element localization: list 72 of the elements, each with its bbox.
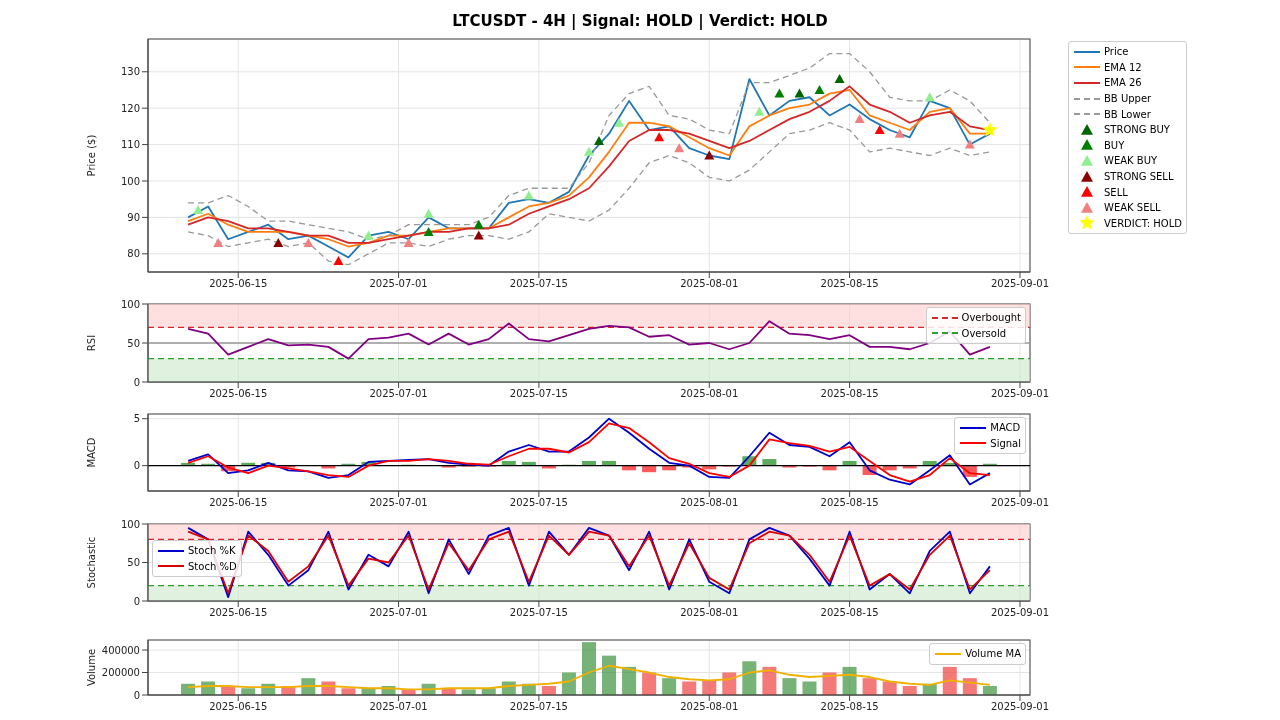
legend-label: Stoch %K bbox=[188, 545, 236, 557]
y-tick-label: 100 bbox=[120, 298, 140, 310]
legend-label: Overbought bbox=[961, 312, 1021, 324]
x-tick-label: 2025-09-01 bbox=[990, 388, 1050, 400]
y-axis-title: MACD bbox=[85, 437, 97, 468]
y-tick-label: 100 bbox=[120, 175, 140, 187]
y-tick-label: 120 bbox=[120, 102, 140, 114]
x-tick-label: 2025-07-01 bbox=[369, 497, 428, 509]
x-tick-label: 2025-06-15 bbox=[209, 607, 268, 619]
x-tick-label: 2025-06-15 bbox=[209, 388, 268, 400]
y-tick-label: 90 bbox=[127, 211, 140, 223]
legend-label: WEAK BUY bbox=[1104, 155, 1158, 167]
legend-label: EMA 26 bbox=[1104, 77, 1142, 89]
x-tick-label: 2025-06-15 bbox=[209, 497, 268, 509]
x-tick-label: 2025-08-15 bbox=[820, 497, 879, 509]
y-tick-label: 200000 bbox=[101, 667, 140, 679]
x-tick-label: 2025-08-01 bbox=[680, 278, 739, 290]
y-axis-title: Stochastic bbox=[85, 536, 97, 589]
y-axis-title: Price ($) bbox=[85, 134, 97, 177]
legend-label: EMA 12 bbox=[1104, 61, 1142, 73]
y-tick-label: 50 bbox=[127, 337, 140, 349]
x-tick-label: 2025-07-01 bbox=[369, 388, 428, 400]
x-tick-label: 2025-09-01 bbox=[990, 497, 1050, 509]
x-tick-label: 2025-08-15 bbox=[820, 388, 879, 400]
legend-label: Stoch %D bbox=[188, 560, 237, 572]
chart-title: LTCUSDT - 4H | Signal: HOLD | Verdict: HOLD bbox=[451, 12, 829, 30]
x-tick-label: 2025-07-15 bbox=[509, 607, 568, 619]
legend-label: BB Lower bbox=[1104, 108, 1151, 120]
y-tick-label: 80 bbox=[127, 248, 140, 260]
x-tick-label: 2025-07-01 bbox=[369, 607, 428, 619]
x-tick-label: 2025-07-01 bbox=[369, 278, 428, 290]
x-tick-label: 2025-07-15 bbox=[509, 278, 568, 290]
x-tick-label: 2025-08-15 bbox=[820, 607, 879, 619]
y-tick-label: 400000 bbox=[101, 644, 140, 656]
x-tick-label: 2025-07-15 bbox=[509, 701, 568, 713]
y-tick-label: 0 bbox=[133, 460, 140, 472]
x-tick-label: 2025-08-15 bbox=[820, 278, 879, 290]
legend-label: STRONG SELL bbox=[1104, 171, 1174, 183]
legend-label: Price bbox=[1104, 46, 1129, 58]
x-tick-label: 2025-08-01 bbox=[680, 607, 739, 619]
y-tick-label: 5 bbox=[133, 413, 140, 425]
x-tick-label: 2025-08-01 bbox=[680, 497, 739, 509]
x-tick-label: 2025-06-15 bbox=[209, 701, 268, 713]
legend-label: BUY bbox=[1104, 139, 1125, 151]
x-tick-label: 2025-07-15 bbox=[509, 497, 568, 509]
x-tick-label: 2025-09-01 bbox=[990, 701, 1050, 713]
y-tick-label: 50 bbox=[127, 557, 140, 569]
legend-label: SELL bbox=[1104, 186, 1128, 198]
y-tick-label: 110 bbox=[120, 139, 140, 151]
x-tick-label: 2025-08-15 bbox=[820, 701, 879, 713]
x-tick-label: 2025-09-01 bbox=[990, 607, 1050, 619]
y-tick-label: 0 bbox=[133, 376, 140, 388]
x-tick-label: 2025-07-01 bbox=[369, 701, 428, 713]
y-axis-title: Volume bbox=[85, 648, 97, 687]
y-tick-label: 130 bbox=[120, 66, 140, 78]
x-tick-label: 2025-08-01 bbox=[680, 701, 739, 713]
x-tick-label: 2025-09-01 bbox=[990, 278, 1050, 290]
legend-label: Volume MA bbox=[965, 648, 1021, 660]
legend-label: STRONG BUY bbox=[1104, 124, 1170, 136]
legend-label: Signal bbox=[990, 437, 1021, 449]
y-tick-label: 100 bbox=[120, 518, 140, 530]
legend-label: BB Upper bbox=[1104, 93, 1152, 105]
x-tick-label: 2025-08-01 bbox=[680, 388, 739, 400]
x-tick-label: 2025-07-15 bbox=[509, 388, 568, 400]
legend-label: MACD bbox=[990, 422, 1021, 434]
legend-label: WEAK SELL bbox=[1104, 202, 1161, 214]
legend-label: Oversold bbox=[961, 327, 1007, 339]
y-tick-label: 0 bbox=[133, 595, 140, 607]
legend-label: VERDICT: HOLD bbox=[1104, 217, 1182, 229]
y-tick-label: 0 bbox=[133, 689, 140, 701]
x-tick-label: 2025-06-15 bbox=[209, 278, 268, 290]
y-axis-title: RSI bbox=[85, 334, 97, 352]
